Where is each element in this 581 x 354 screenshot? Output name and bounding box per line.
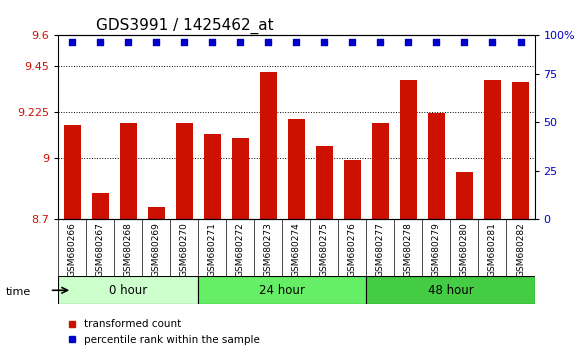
FancyBboxPatch shape (367, 276, 535, 304)
Point (207, 39, 217, 44)
Point (152, 39, 161, 44)
Bar (288, 119, 304, 219)
Text: GSM680275: GSM680275 (320, 222, 329, 277)
Text: GSM680267: GSM680267 (96, 222, 105, 277)
Text: GSM680273: GSM680273 (264, 222, 273, 277)
Text: GSM680279: GSM680279 (432, 222, 441, 277)
Text: GDS3991 / 1425462_at: GDS3991 / 1425462_at (96, 18, 274, 34)
Point (432, 39, 441, 44)
Text: GSM680271: GSM680271 (208, 222, 217, 277)
Text: 0 hour: 0 hour (109, 284, 148, 297)
Point (347, 39, 357, 44)
Bar (400, 80, 417, 219)
Point (516, 39, 525, 44)
Bar (372, 123, 389, 219)
Bar (484, 80, 501, 219)
Bar (176, 123, 193, 219)
Point (488, 39, 497, 44)
Bar (92, 193, 109, 219)
Text: 24 hour: 24 hour (259, 284, 305, 297)
Text: GSM680268: GSM680268 (124, 222, 132, 277)
Point (180, 39, 189, 44)
Point (67, 39, 77, 44)
Bar (232, 138, 249, 219)
Bar (120, 123, 137, 219)
Text: GSM680276: GSM680276 (348, 222, 357, 277)
Point (264, 39, 273, 44)
Text: GSM680272: GSM680272 (236, 222, 245, 277)
Bar (344, 160, 361, 219)
Point (320, 39, 329, 44)
Text: 48 hour: 48 hour (428, 284, 474, 297)
Text: GSM680278: GSM680278 (404, 222, 413, 277)
Text: GSM680270: GSM680270 (180, 222, 189, 277)
Point (236, 39, 245, 44)
Bar (260, 72, 277, 219)
Bar (148, 207, 164, 219)
FancyBboxPatch shape (198, 276, 367, 304)
Text: GSM680274: GSM680274 (292, 222, 301, 277)
Point (376, 39, 385, 44)
Bar (204, 133, 221, 219)
FancyBboxPatch shape (58, 276, 198, 304)
Text: GSM680269: GSM680269 (152, 222, 161, 277)
Bar (316, 146, 333, 219)
Legend: transformed count, percentile rank within the sample: transformed count, percentile rank withi… (63, 315, 264, 349)
Point (95, 39, 105, 44)
Text: GSM680277: GSM680277 (376, 222, 385, 277)
Text: time: time (6, 287, 31, 297)
Point (460, 39, 469, 44)
Bar (456, 172, 473, 219)
Text: GSM680280: GSM680280 (460, 222, 469, 277)
Text: GSM680266: GSM680266 (67, 222, 77, 277)
Text: GSM680281: GSM680281 (488, 222, 497, 277)
Point (124, 39, 133, 44)
Point (404, 39, 413, 44)
Point (292, 39, 301, 44)
Text: GSM680282: GSM680282 (516, 222, 525, 277)
Bar (428, 113, 445, 219)
Bar (64, 125, 81, 219)
Bar (512, 82, 529, 219)
